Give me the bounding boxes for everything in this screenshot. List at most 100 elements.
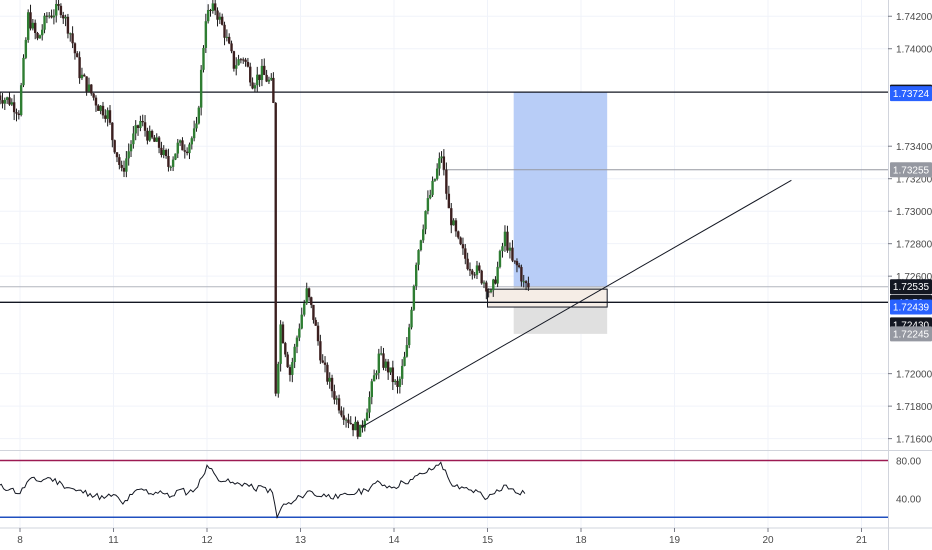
- candle-body: [132, 133, 135, 145]
- rsi-tick-label: 80.00: [896, 456, 921, 467]
- candle-body: [391, 367, 395, 383]
- price-axis-tick-label: 1.74000: [896, 45, 932, 56]
- candle-body: [524, 281, 528, 284]
- candle-body: [199, 69, 203, 108]
- candle-body: [438, 158, 441, 169]
- candle-body: [111, 122, 114, 141]
- candle-body: [330, 377, 334, 392]
- candle-body: [517, 265, 521, 268]
- candle-body: [349, 422, 352, 424]
- candle-body: [426, 198, 430, 212]
- rsi-pane: 80.00 40.00: [0, 456, 921, 519]
- candle-body: [237, 59, 240, 66]
- candle-body: [358, 424, 362, 437]
- candle-body: [323, 362, 327, 365]
- candle-body: [87, 84, 91, 92]
- entry-box[interactable]: [487, 288, 608, 308]
- candle-body: [143, 122, 147, 131]
- candle-body: [85, 76, 88, 92]
- candle-body: [295, 337, 299, 347]
- candle-body: [197, 107, 201, 124]
- candle-body: [113, 140, 116, 153]
- candle-body: [71, 33, 74, 44]
- grid: [0, 0, 888, 530]
- candle-body: [78, 57, 81, 79]
- candle-body: [419, 240, 423, 251]
- candle-body: [274, 102, 277, 394]
- price-axis-tick-label: 1.72600: [896, 272, 932, 283]
- candle-body: [202, 47, 205, 70]
- trendline[interactable]: [361, 179, 792, 428]
- candle-body: [12, 102, 16, 113]
- candle-body: [405, 345, 409, 357]
- candle-body: [183, 150, 186, 152]
- candle-body: [487, 291, 490, 293]
- candle-body: [298, 328, 301, 338]
- candle-body: [62, 15, 65, 19]
- candle-body: [277, 363, 280, 394]
- candle-body: [342, 415, 345, 420]
- candle-body: [92, 93, 95, 98]
- candle-body: [471, 270, 474, 275]
- price-axis-tick-label: 1.71800: [896, 402, 932, 413]
- candle-body: [310, 297, 313, 305]
- candle-body: [36, 33, 39, 39]
- price-axis-tick-label: 1.73200: [896, 175, 932, 186]
- price-axis-tick-label: 1.74200: [896, 12, 932, 23]
- horizontal-lines[interactable]: [0, 91, 888, 303]
- candle-body: [230, 43, 233, 52]
- candle-body: [328, 377, 331, 382]
- candle-body: [141, 121, 144, 123]
- candle-body: [351, 423, 355, 431]
- profit-zone[interactable]: [513, 92, 608, 287]
- candle-body: [445, 169, 448, 194]
- candle-body: [494, 279, 497, 284]
- candle-body: [305, 288, 308, 304]
- candle-body: [228, 36, 231, 44]
- candle-body: [300, 314, 303, 329]
- candle-body: [337, 398, 341, 411]
- trendline-line[interactable]: [361, 179, 792, 428]
- time-axis-tick-label: 18: [575, 535, 587, 546]
- candle-body: [459, 237, 462, 245]
- candle-body: [485, 282, 488, 292]
- price-label-text: 1.73255: [893, 165, 930, 176]
- price-label-text: 1.72439: [893, 303, 930, 314]
- candle-body: [66, 16, 70, 34]
- candle-body: [288, 367, 292, 375]
- candle-body: [442, 156, 446, 170]
- candle-body: [347, 419, 350, 423]
- candle-body: [284, 343, 287, 355]
- candle-body: [225, 36, 229, 38]
- time-axis-tick-label: 11: [108, 535, 119, 546]
- long-position-tool[interactable]: [487, 92, 608, 334]
- candle-body: [204, 21, 208, 48]
- candle-body: [90, 84, 93, 94]
- candle-body: [213, 3, 217, 11]
- candle-body: [464, 248, 467, 259]
- candle-body: [511, 247, 514, 261]
- time-axis-tick-label: 8: [17, 535, 23, 546]
- candle-body: [256, 74, 259, 86]
- candle-body: [272, 77, 275, 103]
- candle-body: [382, 353, 385, 368]
- rsi-tick-label: 40.00: [896, 494, 921, 505]
- candle-body: [195, 123, 198, 129]
- candle-body: [17, 113, 21, 116]
- candle-body: [312, 304, 315, 320]
- candle-body: [0, 95, 2, 101]
- candle-body: [235, 65, 238, 69]
- candle-body: [251, 82, 254, 89]
- candle-body: [356, 421, 359, 437]
- candle-body: [326, 364, 329, 382]
- candle-body: [122, 167, 126, 172]
- candle-body: [454, 220, 458, 232]
- candle-body: [303, 303, 306, 315]
- candle-body: [260, 65, 264, 81]
- candle-body: [496, 266, 499, 284]
- candle-body: [365, 412, 369, 421]
- candle-body: [218, 16, 222, 20]
- candle-body: [136, 125, 140, 128]
